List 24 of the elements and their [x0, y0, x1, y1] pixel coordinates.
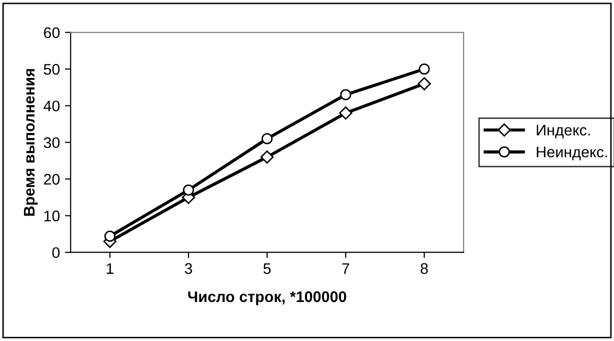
y-tick-label: 10 [44, 210, 60, 222]
point [104, 230, 116, 242]
y-tick-label: 50 [44, 64, 60, 75]
point [340, 89, 352, 100]
point [418, 77, 431, 90]
x-tick-label: 5 [263, 263, 271, 274]
y-axis-title: Время выполнения [24, 69, 38, 216]
legend-label: Индекс. [536, 124, 590, 138]
y-tick-label: 30 [44, 137, 60, 148]
x-tick-label: 8 [420, 263, 428, 274]
point [418, 63, 430, 75]
y-tick-label: 60 [44, 27, 60, 38]
point [182, 184, 194, 196]
x-tick-label: 1 [106, 263, 114, 274]
point [260, 150, 274, 164]
x-axis-title: Число строк, *100000 [188, 291, 346, 306]
y-tick-label: 40 [44, 100, 60, 112]
legend-label: Неиндекс. [536, 146, 607, 160]
y-tick-label: 20 [44, 174, 60, 185]
point [339, 106, 352, 120]
x-tick-label: 7 [342, 263, 350, 274]
point [262, 133, 273, 144]
y-tick-label: 0 [52, 247, 60, 258]
x-tick-label: 3 [184, 263, 192, 274]
